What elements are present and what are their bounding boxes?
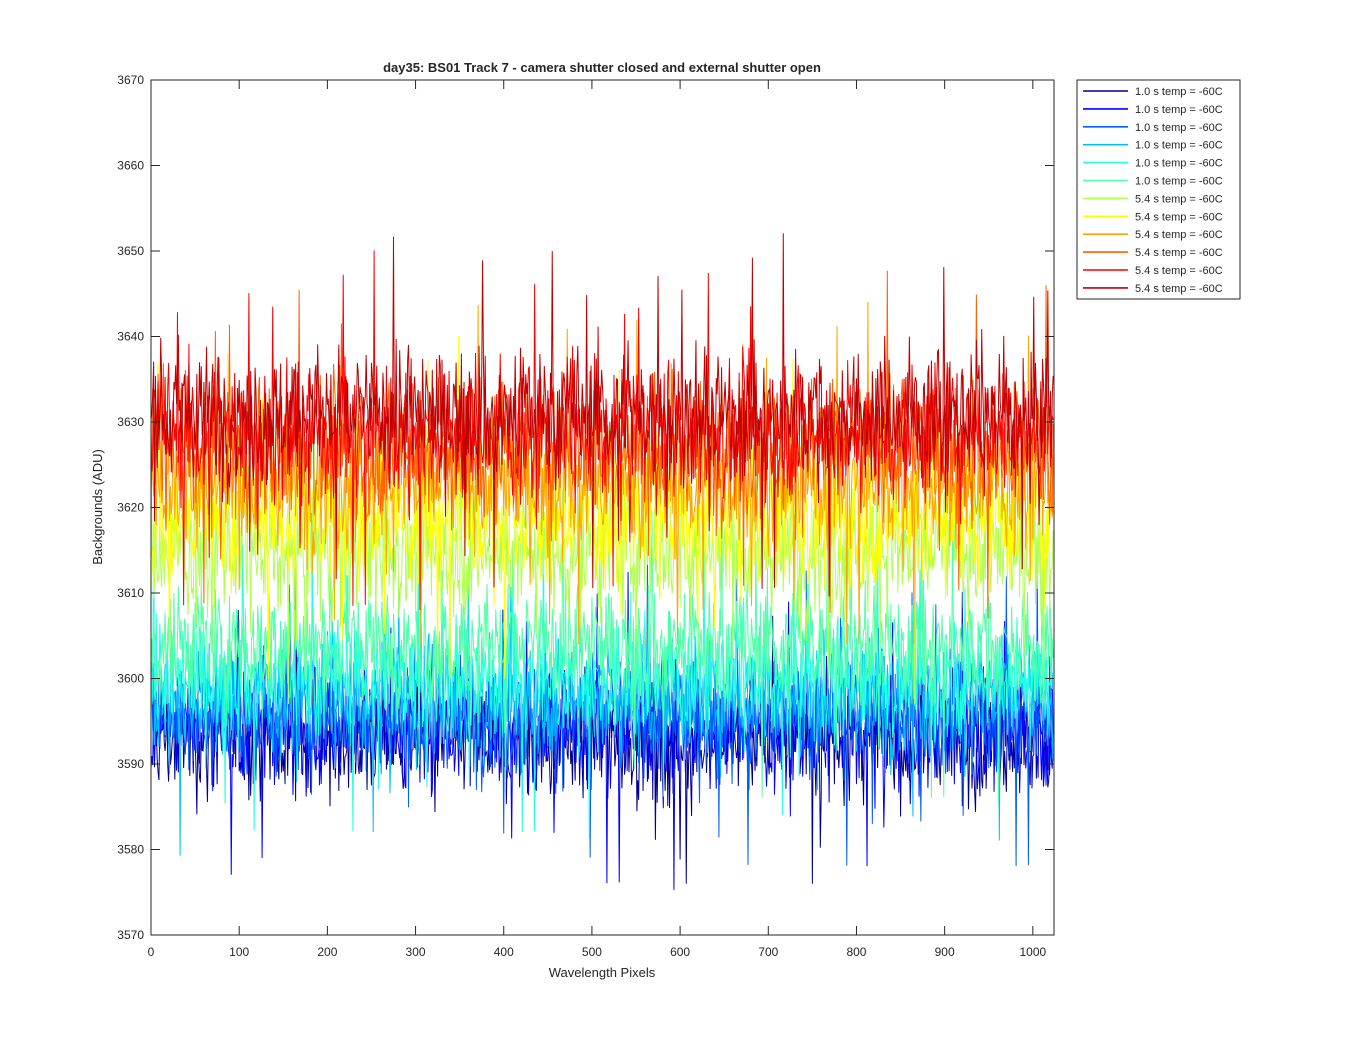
x-tick-label: 500 [582,945,602,959]
y-tick-label: 3640 [117,330,144,344]
x-tick-label: 200 [317,945,337,959]
legend-entry: 1.0 s temp = -60C [1135,122,1223,134]
y-axis-ticks: 3570 3580 3590 3600 3610 3620 3630 3640 3650 3660… [117,73,1054,942]
y-tick-label: 3660 [117,159,144,173]
y-axis-label: Backgrounds (ADU) [90,449,105,565]
x-tick-label: 300 [406,945,426,959]
y-tick-label: 3570 [117,928,144,942]
y-tick-label: 3670 [117,73,144,87]
y-tick-label: 3600 [117,672,144,686]
x-tick-label: 900 [935,945,955,959]
legend-entry: 5.4 s temp = -60C [1135,283,1223,295]
legend-entry: 1.0 s temp = -60C [1135,140,1223,152]
x-tick-label: 800 [846,945,866,959]
x-axis-label: Wavelength Pixels [549,965,656,980]
legend-box [1076,79,1241,300]
y-tick-label: 3610 [117,586,144,600]
x-tick-label: 600 [670,945,690,959]
legend-entry: 1.0 s temp = -60C [1135,158,1223,170]
legend-entry: 5.4 s temp = -60C [1135,247,1223,259]
legend: 1.0 s temp = -60C 1.0 s temp = -60C 1.0 s … [1076,79,1241,300]
series-line-6 [150,486,1054,805]
x-tick-label: 1000 [1019,945,1046,959]
y-tick-label: 3620 [117,501,144,515]
legend-entry: 5.4 s temp = -60C [1135,265,1223,277]
legend-entry: 1.0 s temp = -60C [1135,86,1223,98]
legend-entry: 5.4 s temp = -60C [1135,211,1223,223]
y-tick-label: 3580 [117,843,144,857]
x-tick-label: 100 [229,945,249,959]
x-tick-label: 700 [758,945,778,959]
y-tick-label: 3590 [117,757,144,771]
x-axis-ticks: 0 100 200 300 400 500 600 700 800 900 1000 [148,80,1047,959]
x-tick-label: 0 [148,945,155,959]
y-tick-label: 3630 [117,415,144,429]
x-tick-label: 400 [494,945,514,959]
legend-items: 1.0 s temp = -60C 1.0 s temp = -60C 1.0 s … [1083,86,1223,295]
legend-entry: 5.4 s temp = -60C [1135,229,1223,241]
legend-entry: 5.4 s temp = -60C [1135,193,1223,205]
series-layer [150,233,1054,890]
y-tick-label: 3650 [117,244,144,258]
chart-title: day35: BS01 Track 7 - camera shutter clo… [383,60,821,75]
series-line-12 [150,233,1054,597]
legend-entry: 1.0 s temp = -60C [1135,104,1223,116]
legend-entry: 1.0 s temp = -60C [1135,176,1223,188]
